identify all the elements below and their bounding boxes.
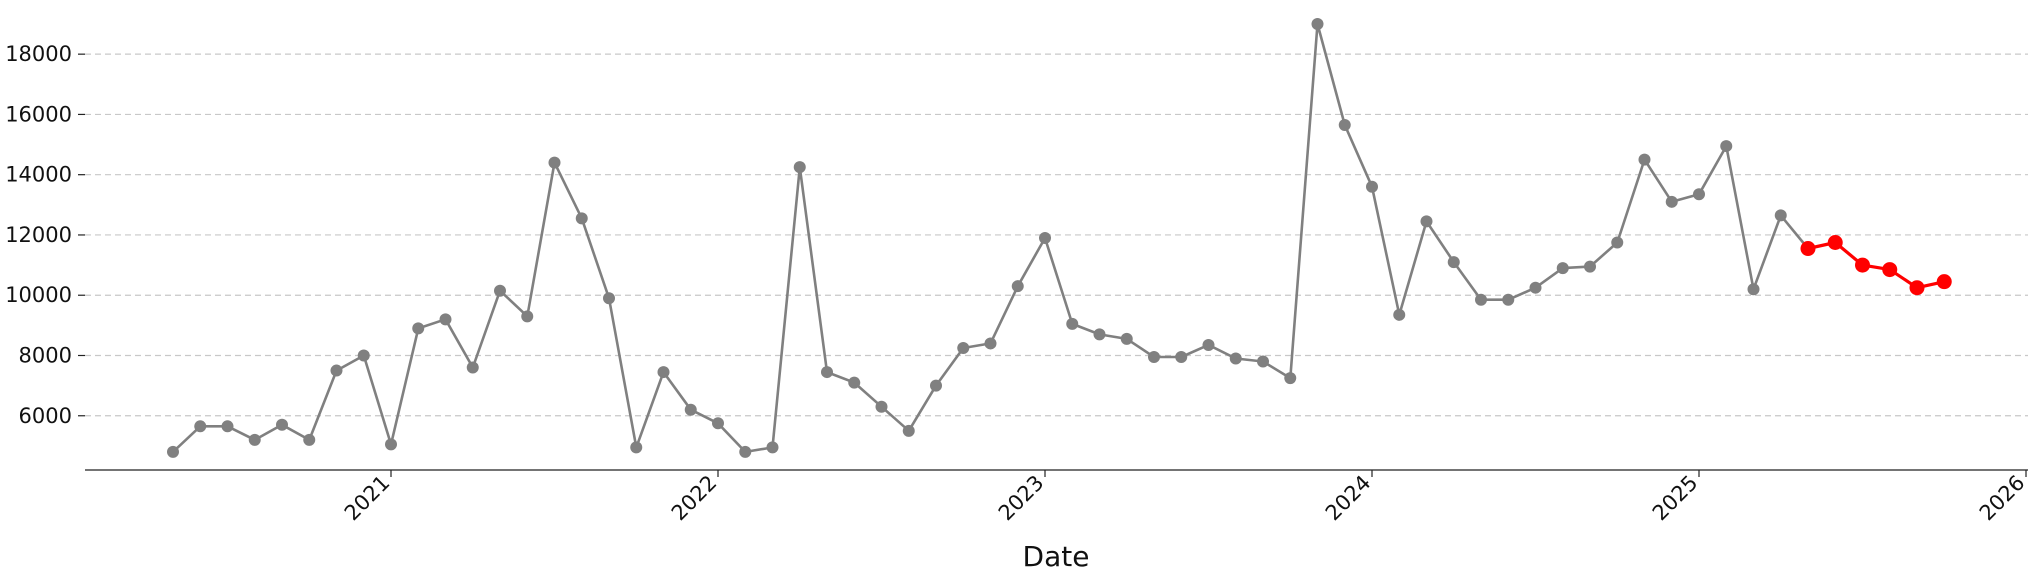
- y-gridlines: [85, 53, 2028, 417]
- data-point: [1909, 280, 1925, 296]
- data-point: [466, 361, 479, 374]
- data-point: [1693, 188, 1705, 201]
- data-point: [1229, 352, 1242, 365]
- data-point: [1936, 274, 1952, 290]
- data-point: [657, 366, 670, 379]
- data-point: [1120, 332, 1133, 345]
- data-point: [276, 418, 288, 431]
- data-point: [1720, 140, 1733, 153]
- x-axis-label: Date: [1023, 540, 1090, 573]
- data-point: [1529, 281, 1542, 294]
- data-point: [1066, 317, 1079, 330]
- data-point: [766, 441, 779, 454]
- data-point: [1202, 338, 1215, 351]
- data-point: [930, 379, 942, 392]
- data-point: [494, 284, 506, 297]
- y-tick-label: 18000: [5, 42, 72, 66]
- series-line: [1807, 240, 1945, 290]
- y-tick-label: 6000: [19, 404, 72, 428]
- data-point: [1311, 18, 1324, 31]
- data-point: [1638, 153, 1651, 166]
- data-point: [221, 420, 234, 433]
- data-point: [1420, 215, 1433, 228]
- series-2: [1800, 234, 1952, 296]
- data-point: [1447, 256, 1460, 269]
- data-point: [248, 433, 261, 446]
- data-point: [630, 441, 643, 454]
- data-point: [739, 445, 752, 458]
- x-tick-label: 2025: [1648, 471, 1703, 526]
- data-point: [1366, 180, 1378, 193]
- data-point: [1093, 328, 1106, 341]
- data-point: [1827, 234, 1843, 250]
- data-point: [1611, 236, 1624, 249]
- data-point: [439, 313, 452, 326]
- x-tick-label: 2024: [1321, 471, 1376, 526]
- data-point: [194, 420, 207, 433]
- data-point: [1257, 355, 1269, 368]
- y-tick-label: 10000: [5, 283, 72, 307]
- y-tick-label: 16000: [5, 102, 72, 126]
- data-point: [984, 337, 997, 350]
- series-line: [172, 22, 1810, 454]
- data-point: [1011, 280, 1024, 293]
- data-point: [1882, 262, 1898, 278]
- data-point: [330, 364, 343, 377]
- data-point: [1175, 351, 1188, 363]
- data-point: [848, 376, 861, 389]
- data-point: [167, 445, 179, 458]
- data-point: [957, 341, 970, 354]
- data-point: [1039, 231, 1051, 244]
- x-tick-label: 2022: [667, 471, 722, 526]
- y-tick-label: 8000: [19, 343, 72, 367]
- x-tick-label: 2026: [1975, 471, 2030, 526]
- data-point: [412, 322, 425, 335]
- data-point: [1393, 308, 1406, 321]
- data-point: [1148, 351, 1160, 363]
- data-point: [521, 310, 534, 323]
- y-tick-labels: 6000 8000 10000 12000 14000 16000 18000: [5, 42, 85, 428]
- data-point: [385, 438, 397, 451]
- data-point: [1855, 257, 1870, 273]
- data-point: [902, 424, 915, 437]
- data-point: [603, 292, 615, 305]
- data-point: [357, 349, 370, 362]
- data-point: [1584, 260, 1596, 273]
- x-tick-label: 2023: [994, 471, 1049, 526]
- data-point: [821, 366, 833, 379]
- data-point: [1338, 118, 1351, 131]
- series: [167, 18, 1952, 458]
- data-point: [712, 417, 724, 430]
- x-tick-labels: 2021 2022 2023 2024 2025 2026: [340, 470, 2030, 525]
- data-point: [1475, 293, 1487, 306]
- y-tick-label: 14000: [5, 163, 72, 187]
- data-point: [1556, 262, 1569, 275]
- data-point: [1747, 283, 1760, 296]
- data-point: [1502, 293, 1515, 306]
- series-1: [167, 18, 1814, 458]
- data-point: [575, 212, 588, 225]
- data-point: [793, 161, 806, 174]
- data-point: [1284, 372, 1297, 385]
- data-point: [1800, 241, 1816, 257]
- data-point: [1665, 195, 1678, 208]
- data-point: [1774, 209, 1787, 222]
- data-point: [875, 400, 888, 413]
- data-point: [303, 433, 316, 446]
- data-point: [684, 403, 697, 416]
- y-tick-label: 12000: [5, 223, 72, 247]
- data-point: [548, 156, 561, 169]
- x-tick-label: 2021: [340, 471, 395, 526]
